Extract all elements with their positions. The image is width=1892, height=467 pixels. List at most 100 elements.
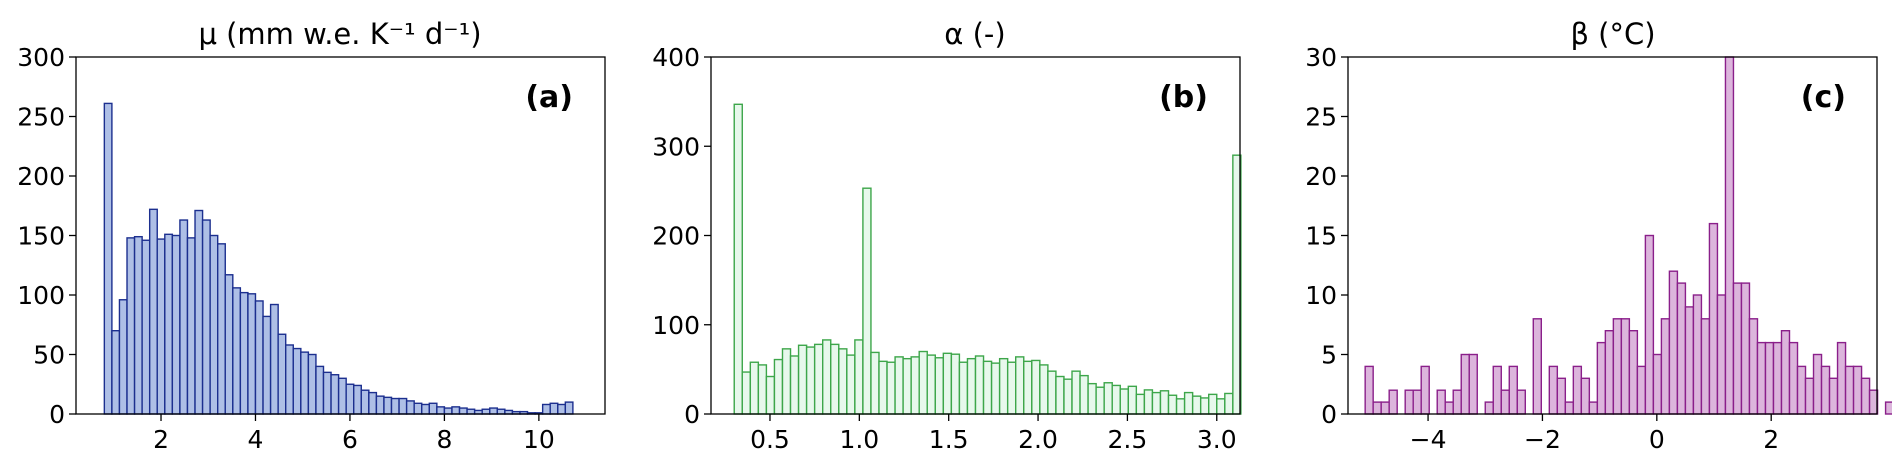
histogram-bar bbox=[1604, 330, 1615, 415]
histogram-bar bbox=[421, 403, 430, 415]
histogram-bar bbox=[805, 346, 816, 415]
histogram-bar bbox=[1047, 370, 1057, 415]
histogram-bar bbox=[1023, 360, 1033, 415]
histogram-bar bbox=[337, 377, 347, 415]
x-tick-label: 2 bbox=[1763, 425, 1779, 454]
histogram-bar bbox=[353, 384, 362, 415]
y-tick-label: 0 bbox=[49, 400, 65, 429]
histogram-bar bbox=[1660, 318, 1671, 415]
panel-b-title: α (-) bbox=[944, 17, 1005, 51]
histogram-bar bbox=[942, 352, 953, 415]
histogram-bar bbox=[1468, 353, 1478, 415]
histogram-bar bbox=[1724, 56, 1735, 415]
histogram-bar bbox=[1676, 282, 1687, 415]
histogram-bar bbox=[1071, 370, 1081, 415]
histogram-bar bbox=[1111, 384, 1121, 415]
histogram-bar bbox=[262, 315, 272, 415]
y-tick-label: 400 bbox=[652, 43, 700, 72]
x-tick-label: 6 bbox=[342, 425, 358, 454]
histogram-bar bbox=[368, 391, 378, 415]
histogram-bar bbox=[1380, 401, 1390, 415]
histogram-bar bbox=[1828, 377, 1839, 415]
histogram-bar bbox=[269, 303, 279, 415]
histogram-bar bbox=[813, 343, 824, 415]
histogram-bar bbox=[239, 291, 249, 415]
histogram-bar bbox=[292, 347, 302, 415]
histogram-bar bbox=[1612, 318, 1623, 415]
x-tick-label: 2 bbox=[153, 425, 169, 454]
panel-c-bars bbox=[1364, 56, 1892, 415]
histogram-bar bbox=[1015, 356, 1025, 415]
histogram-bar bbox=[1700, 318, 1711, 415]
x-tick-label: 8 bbox=[436, 425, 452, 454]
histogram-bar bbox=[360, 389, 370, 415]
histogram-bar bbox=[285, 344, 294, 415]
histogram-bar bbox=[496, 408, 506, 415]
histogram-bar bbox=[1716, 294, 1727, 415]
histogram-bar bbox=[1788, 341, 1799, 415]
histogram-bar bbox=[232, 287, 242, 415]
histogram-bar bbox=[1556, 377, 1567, 415]
histogram-bar bbox=[1388, 389, 1398, 415]
x-tick-label: 1.0 bbox=[839, 425, 879, 454]
panel-a-bars bbox=[103, 102, 574, 415]
x-tick-label: 0.5 bbox=[750, 425, 790, 454]
histogram-bar bbox=[1764, 341, 1775, 415]
histogram-bar bbox=[564, 401, 574, 415]
histogram-bar bbox=[1119, 388, 1130, 415]
histogram-bar bbox=[466, 408, 476, 415]
histogram-bar bbox=[1884, 401, 1892, 415]
histogram-bar bbox=[405, 400, 415, 415]
y-tick-label: 200 bbox=[652, 222, 700, 251]
histogram-bar bbox=[443, 407, 453, 415]
histogram-bar bbox=[209, 234, 219, 415]
histogram-bar bbox=[1580, 377, 1591, 415]
histogram-bar bbox=[179, 219, 189, 415]
histogram-bar bbox=[1516, 389, 1526, 415]
histogram-bar bbox=[1199, 397, 1210, 415]
panel-c-frame bbox=[1347, 56, 1878, 415]
histogram-bar bbox=[1780, 330, 1791, 415]
y-tick-label: 100 bbox=[652, 311, 700, 340]
histogram-bar bbox=[216, 243, 226, 415]
histogram-bar bbox=[1548, 365, 1559, 415]
histogram-bar bbox=[1508, 365, 1518, 415]
histogram-bar bbox=[148, 208, 158, 415]
histogram-bar bbox=[1844, 365, 1855, 415]
histogram-bar bbox=[201, 219, 211, 415]
histogram-bar bbox=[300, 351, 310, 415]
panel-b-label: (b) bbox=[1159, 80, 1208, 115]
panel-b-bars bbox=[733, 103, 1242, 415]
histogram-bar bbox=[1812, 353, 1823, 415]
histogram-bar bbox=[481, 408, 491, 415]
histogram-bar bbox=[1588, 401, 1599, 415]
histogram-bar bbox=[1820, 365, 1831, 415]
histogram-bar bbox=[489, 407, 499, 415]
histogram-bar bbox=[1208, 393, 1218, 415]
panel-a-label: (a) bbox=[525, 80, 573, 115]
histogram-bar bbox=[1224, 392, 1234, 415]
histogram-bar bbox=[1756, 341, 1767, 415]
histogram-bar bbox=[1135, 393, 1146, 415]
histogram-bar bbox=[998, 357, 1009, 415]
histogram-bar bbox=[1087, 382, 1097, 415]
panel-a: μ (mm w.e. K⁻¹ d⁻¹) 2 4 6 8 1005010015020025… bbox=[17, 17, 606, 454]
histogram-bar bbox=[781, 348, 792, 415]
histogram-bar bbox=[1159, 390, 1170, 415]
x-tick-label: −4 bbox=[1410, 425, 1447, 454]
histogram-bar bbox=[315, 365, 325, 415]
histogram-bar bbox=[958, 361, 969, 415]
histogram-bar bbox=[1175, 398, 1186, 415]
histogram-bar bbox=[1492, 365, 1502, 415]
histogram-bar bbox=[1748, 318, 1759, 415]
histogram-bar bbox=[1572, 365, 1583, 415]
y-tick-label: 300 bbox=[17, 43, 65, 72]
histogram-bar bbox=[822, 339, 832, 415]
histogram-bar bbox=[757, 364, 768, 415]
x-tick-label: 2.5 bbox=[1108, 425, 1148, 454]
histogram-bar bbox=[926, 354, 936, 415]
y-tick-label: 30 bbox=[1305, 43, 1337, 72]
